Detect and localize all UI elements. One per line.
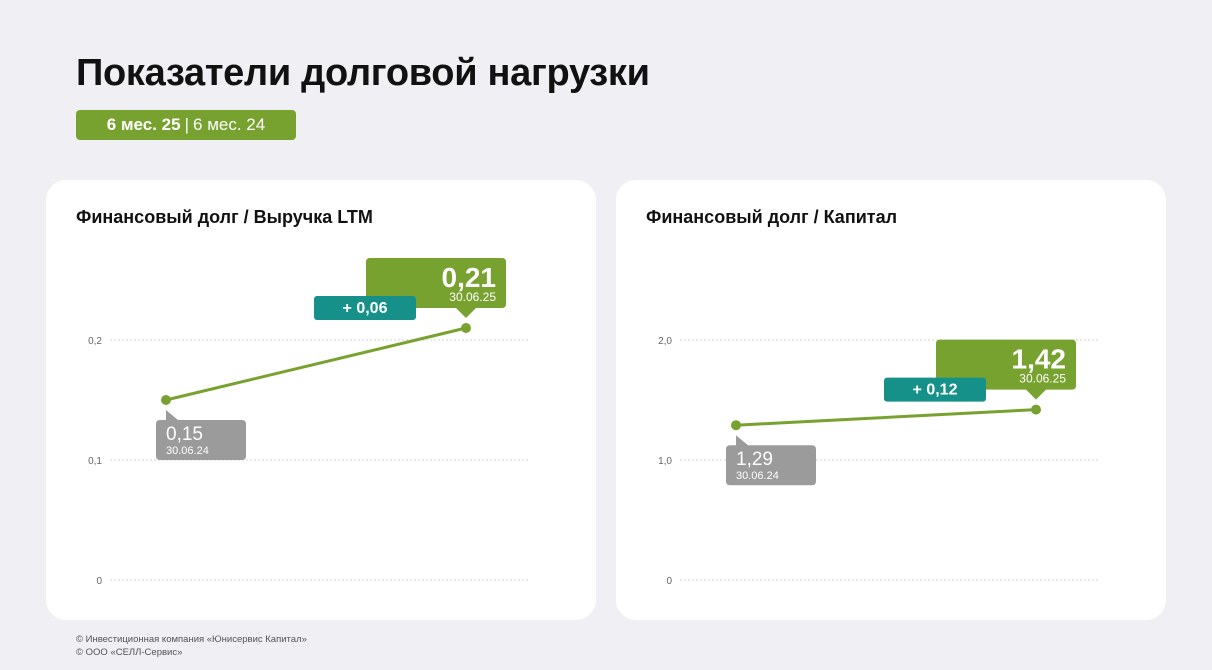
start-date-label: 30.06.24 [166, 445, 209, 457]
end-date-label: 30.06.25 [1019, 372, 1066, 386]
y-tick-label: 0,2 [88, 336, 102, 347]
delta-label: + 0,12 [913, 382, 958, 399]
delta-label: + 0,06 [343, 300, 388, 317]
period-selector[interactable]: 6 мес. 25 | 6 мес. 24 [76, 110, 296, 140]
period-current[interactable]: 6 мес. 25 [106, 115, 181, 134]
start-value-callout [156, 410, 246, 460]
chart-card-debt-revenue: Финансовый долг / Выручка LTM 0 0,1 0,2 0,1… [46, 180, 596, 620]
period-previous[interactable]: 6 мес. 24 [193, 115, 266, 134]
series-line [734, 408, 1038, 427]
y-tick-label: 1,0 [658, 456, 672, 467]
start-value-label: 0,15 [166, 424, 203, 445]
delta-badge [314, 296, 416, 320]
y-tick-label: 0 [96, 576, 102, 587]
footer-copyright-1: © Инвестиционная компания «Юнисервис Кап… [76, 634, 307, 645]
period-separator: | [184, 115, 190, 134]
footer-copyright-2: © ООО «СЕЛЛ-Сервис» [76, 647, 183, 658]
end-date-label: 30.06.25 [449, 290, 496, 304]
data-point [461, 323, 471, 333]
y-tick-label: 0 [666, 576, 672, 587]
start-value-label: 1,29 [736, 449, 773, 470]
footer: © Инвестиционная компания «Юнисервис Кап… [76, 633, 307, 659]
start-date-label: 30.06.24 [736, 470, 779, 482]
data-point [161, 395, 171, 405]
chart-card-debt-equity: Финансовый долг / Капитал 0 1,0 2,0 1,29 30.… [616, 180, 1166, 620]
data-point [1031, 404, 1041, 415]
end-value-label: 0,21 [442, 262, 497, 293]
series-line [164, 326, 468, 402]
data-point [731, 420, 741, 431]
y-tick-label: 2,0 [658, 336, 672, 347]
delta-badge [884, 377, 986, 402]
start-value-callout [726, 435, 816, 486]
page-title: Показатели долговой нагрузки [76, 52, 650, 94]
chart-title: Финансовый долг / Капитал [646, 207, 898, 227]
y-tick-label: 0,1 [88, 456, 102, 467]
chart-title: Финансовый долг / Выручка LTM [76, 207, 373, 227]
end-value-label: 1,42 [1012, 344, 1067, 375]
